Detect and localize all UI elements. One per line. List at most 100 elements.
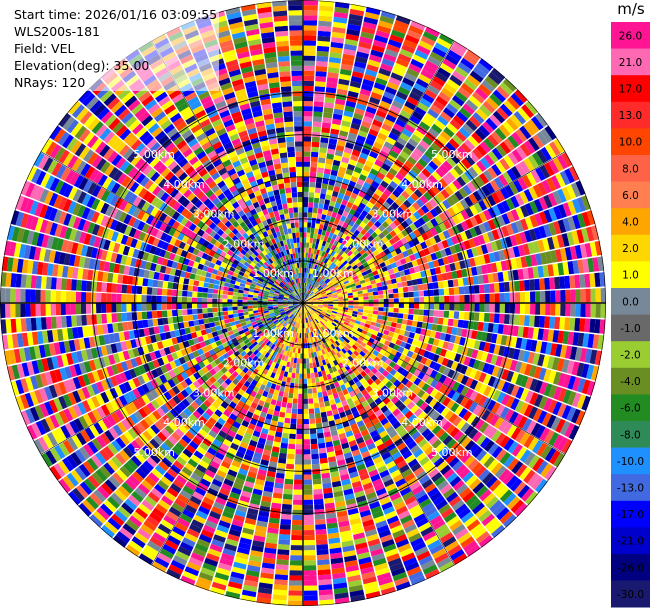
range-gate-cell bbox=[572, 198, 582, 214]
range-gate-cell bbox=[479, 452, 491, 465]
range-gate-cell bbox=[382, 311, 389, 317]
range-gate-cell bbox=[410, 273, 417, 280]
range-gate-cell bbox=[304, 293, 307, 299]
range-gate-cell bbox=[449, 427, 460, 438]
range-gate-cell bbox=[377, 257, 384, 264]
range-gate-cell bbox=[337, 140, 346, 147]
range-gate-cell bbox=[291, 524, 303, 531]
range-gate-cell bbox=[475, 485, 489, 498]
range-gate-cell bbox=[317, 35, 331, 42]
range-gate-cell bbox=[303, 293, 306, 299]
range-gate-cell bbox=[361, 120, 372, 129]
range-gate-cell bbox=[325, 215, 331, 222]
range-gate-cell bbox=[312, 306, 318, 310]
range-gate-cell bbox=[306, 227, 311, 233]
range-gate-cell bbox=[313, 270, 318, 276]
range-gate-cell bbox=[456, 146, 468, 158]
range-gate-cell bbox=[318, 272, 323, 278]
range-gate-cell bbox=[479, 489, 492, 502]
range-gate-cell bbox=[353, 333, 360, 339]
range-gate-cell bbox=[344, 105, 355, 113]
range-gate-cell bbox=[303, 464, 312, 470]
range-gate-cell bbox=[359, 279, 366, 285]
range-gate-cell bbox=[315, 270, 319, 276]
range-gate-cell bbox=[331, 336, 337, 343]
range-gate-cell bbox=[481, 185, 491, 197]
range-gate-cell bbox=[438, 178, 448, 189]
range-gate-cell bbox=[532, 353, 540, 366]
range-gate-cell bbox=[351, 286, 357, 290]
range-gate-cell bbox=[331, 366, 338, 373]
range-gate-cell bbox=[325, 369, 330, 375]
range-gate-cell bbox=[507, 441, 519, 454]
range-gate-cell bbox=[306, 306, 311, 311]
range-gate-cell bbox=[305, 277, 307, 283]
range-gate-cell bbox=[589, 241, 598, 257]
range-gate-cell bbox=[313, 233, 318, 239]
range-gate-cell bbox=[368, 303, 374, 307]
range-gate-cell bbox=[442, 435, 453, 446]
range-gate-cell bbox=[323, 330, 329, 336]
range-gate-cell bbox=[552, 263, 560, 276]
range-gate-cell bbox=[346, 375, 353, 382]
range-gate-cell bbox=[329, 52, 342, 59]
range-gate-cell bbox=[310, 274, 314, 280]
range-gate-cell bbox=[386, 279, 392, 285]
range-gate-cell bbox=[358, 468, 368, 476]
range-gate-cell bbox=[314, 276, 319, 282]
range-gate-cell bbox=[337, 171, 345, 178]
range-gate-cell bbox=[345, 142, 355, 150]
range-gate-cell bbox=[303, 156, 311, 162]
range-gate-cell bbox=[306, 358, 310, 364]
range-gate-cell bbox=[367, 228, 375, 235]
range-gate-cell bbox=[356, 392, 364, 400]
range-gate-cell bbox=[279, 447, 288, 454]
range-gate-cell bbox=[339, 130, 349, 137]
range-gate-cell bbox=[497, 271, 504, 282]
range-gate-cell bbox=[289, 382, 295, 389]
range-gate-cell bbox=[523, 122, 536, 137]
range-gate-cell bbox=[487, 399, 497, 412]
range-gate-cell bbox=[399, 132, 410, 142]
range-gate-cell bbox=[529, 378, 539, 392]
range-gate-cell bbox=[417, 284, 424, 291]
range-gate-cell bbox=[337, 459, 346, 466]
range-gate-cell bbox=[340, 286, 347, 291]
range-gate-cell bbox=[460, 82, 475, 95]
range-gate-cell bbox=[316, 293, 322, 297]
range-gate-cell bbox=[337, 428, 345, 435]
range-gate-cell bbox=[421, 232, 429, 241]
range-gate-cell bbox=[398, 168, 408, 178]
range-gate-cell bbox=[397, 543, 412, 553]
range-gate-cell bbox=[292, 509, 303, 516]
range-gate-cell bbox=[292, 367, 296, 374]
range-gate-cell bbox=[303, 197, 309, 203]
range-gate-cell bbox=[428, 421, 438, 432]
range-gate-cell bbox=[530, 169, 542, 184]
range-gate-cell bbox=[439, 303, 445, 310]
range-gate-cell bbox=[330, 244, 336, 251]
range-gate-cell bbox=[373, 299, 379, 303]
range-gate-cell bbox=[385, 373, 394, 381]
range-gate-cell bbox=[308, 207, 313, 213]
range-gate-cell bbox=[498, 345, 506, 357]
range-gate-cell bbox=[295, 368, 300, 374]
range-gate-cell bbox=[482, 100, 496, 114]
range-gate-cell bbox=[383, 421, 392, 430]
range-gate-cell bbox=[379, 430, 388, 439]
range-gate-cell bbox=[310, 372, 315, 379]
range-gate-cell bbox=[465, 207, 474, 218]
range-gate-cell bbox=[397, 287, 404, 293]
range-gate-cell bbox=[373, 242, 381, 250]
range-gate-cell bbox=[278, 457, 287, 464]
range-gate-cell bbox=[316, 45, 330, 52]
range-gate-cell bbox=[457, 161, 468, 173]
range-gate-cell bbox=[370, 239, 378, 246]
range-gate-cell bbox=[316, 309, 322, 313]
range-gate-cell bbox=[454, 261, 461, 271]
range-gate-cell bbox=[413, 513, 427, 524]
range-gate-cell bbox=[409, 91, 422, 102]
range-gate-cell bbox=[392, 356, 400, 364]
range-gate-cell bbox=[363, 224, 371, 232]
range-gate-cell bbox=[353, 399, 361, 407]
